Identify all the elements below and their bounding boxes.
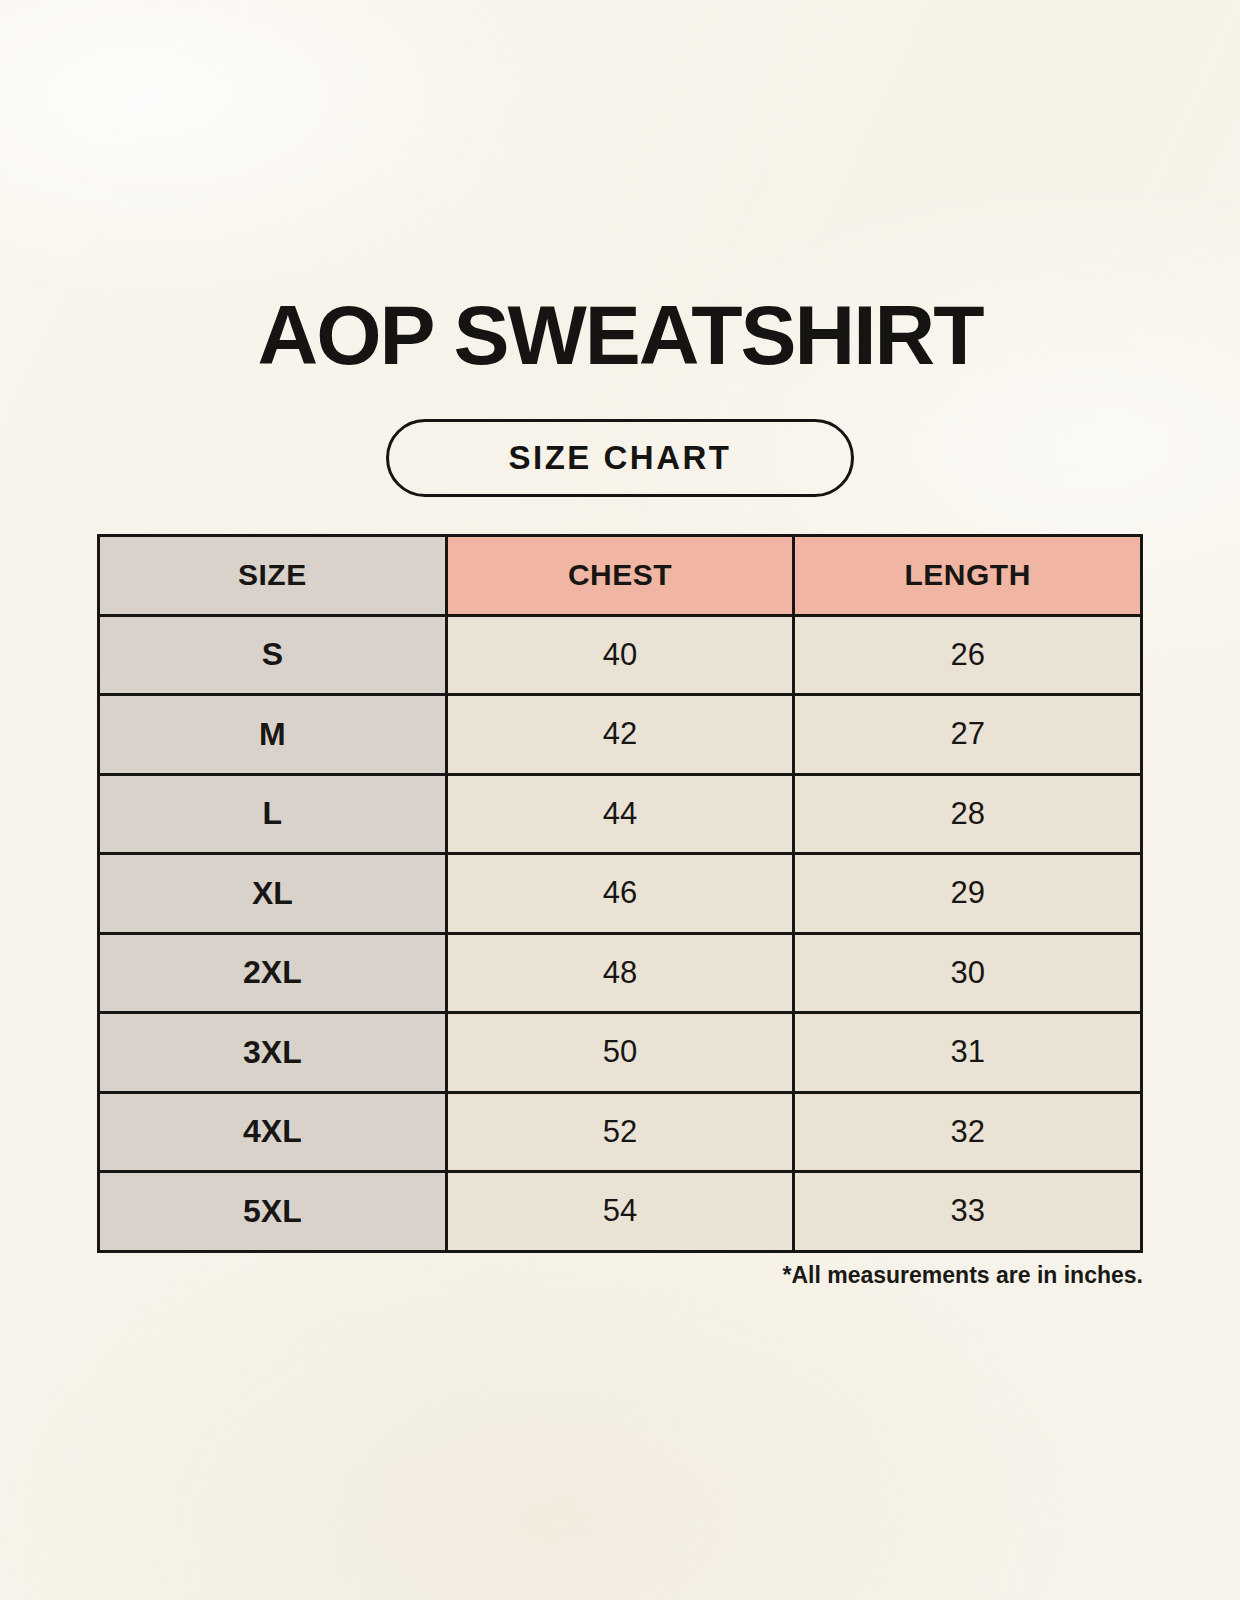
measurements-footnote: *All measurements are in inches. [97,1262,1143,1289]
size-label: 2XL [99,933,447,1013]
size-label: L [99,774,447,854]
chest-value: 50 [446,1013,794,1093]
table-row: M 42 27 [99,695,1142,775]
size-label: 3XL [99,1013,447,1093]
length-value: 27 [794,695,1142,775]
chest-value: 40 [446,615,794,695]
column-header-size: SIZE [99,536,447,616]
chest-value: 42 [446,695,794,775]
length-value: 28 [794,774,1142,854]
table-row: 3XL 50 31 [99,1013,1142,1093]
chest-value: 54 [446,1172,794,1252]
size-label: M [99,695,447,775]
table-row: L 44 28 [99,774,1142,854]
table-row: XL 46 29 [99,854,1142,934]
table-row: 4XL 52 32 [99,1092,1142,1172]
size-chart-button[interactable]: SIZE CHART [386,419,854,497]
page-title: AOP SWEATSHIRT [0,0,1240,377]
chest-value: 48 [446,933,794,1013]
length-value: 29 [794,854,1142,934]
size-label: 4XL [99,1092,447,1172]
size-label: S [99,615,447,695]
chest-value: 52 [446,1092,794,1172]
length-value: 32 [794,1092,1142,1172]
column-header-length: LENGTH [794,536,1142,616]
table-row: 5XL 54 33 [99,1172,1142,1252]
chest-value: 46 [446,854,794,934]
size-label: XL [99,854,447,934]
length-value: 31 [794,1013,1142,1093]
length-value: 30 [794,933,1142,1013]
column-header-chest: CHEST [446,536,794,616]
table-row: S 40 26 [99,615,1142,695]
chest-value: 44 [446,774,794,854]
length-value: 26 [794,615,1142,695]
table-row: 2XL 48 30 [99,933,1142,1013]
size-chart-table: SIZE CHEST LENGTH S 40 26 M 42 27 L 44 2… [97,534,1143,1253]
size-label: 5XL [99,1172,447,1252]
length-value: 33 [794,1172,1142,1252]
table-header-row: SIZE CHEST LENGTH [99,536,1142,616]
